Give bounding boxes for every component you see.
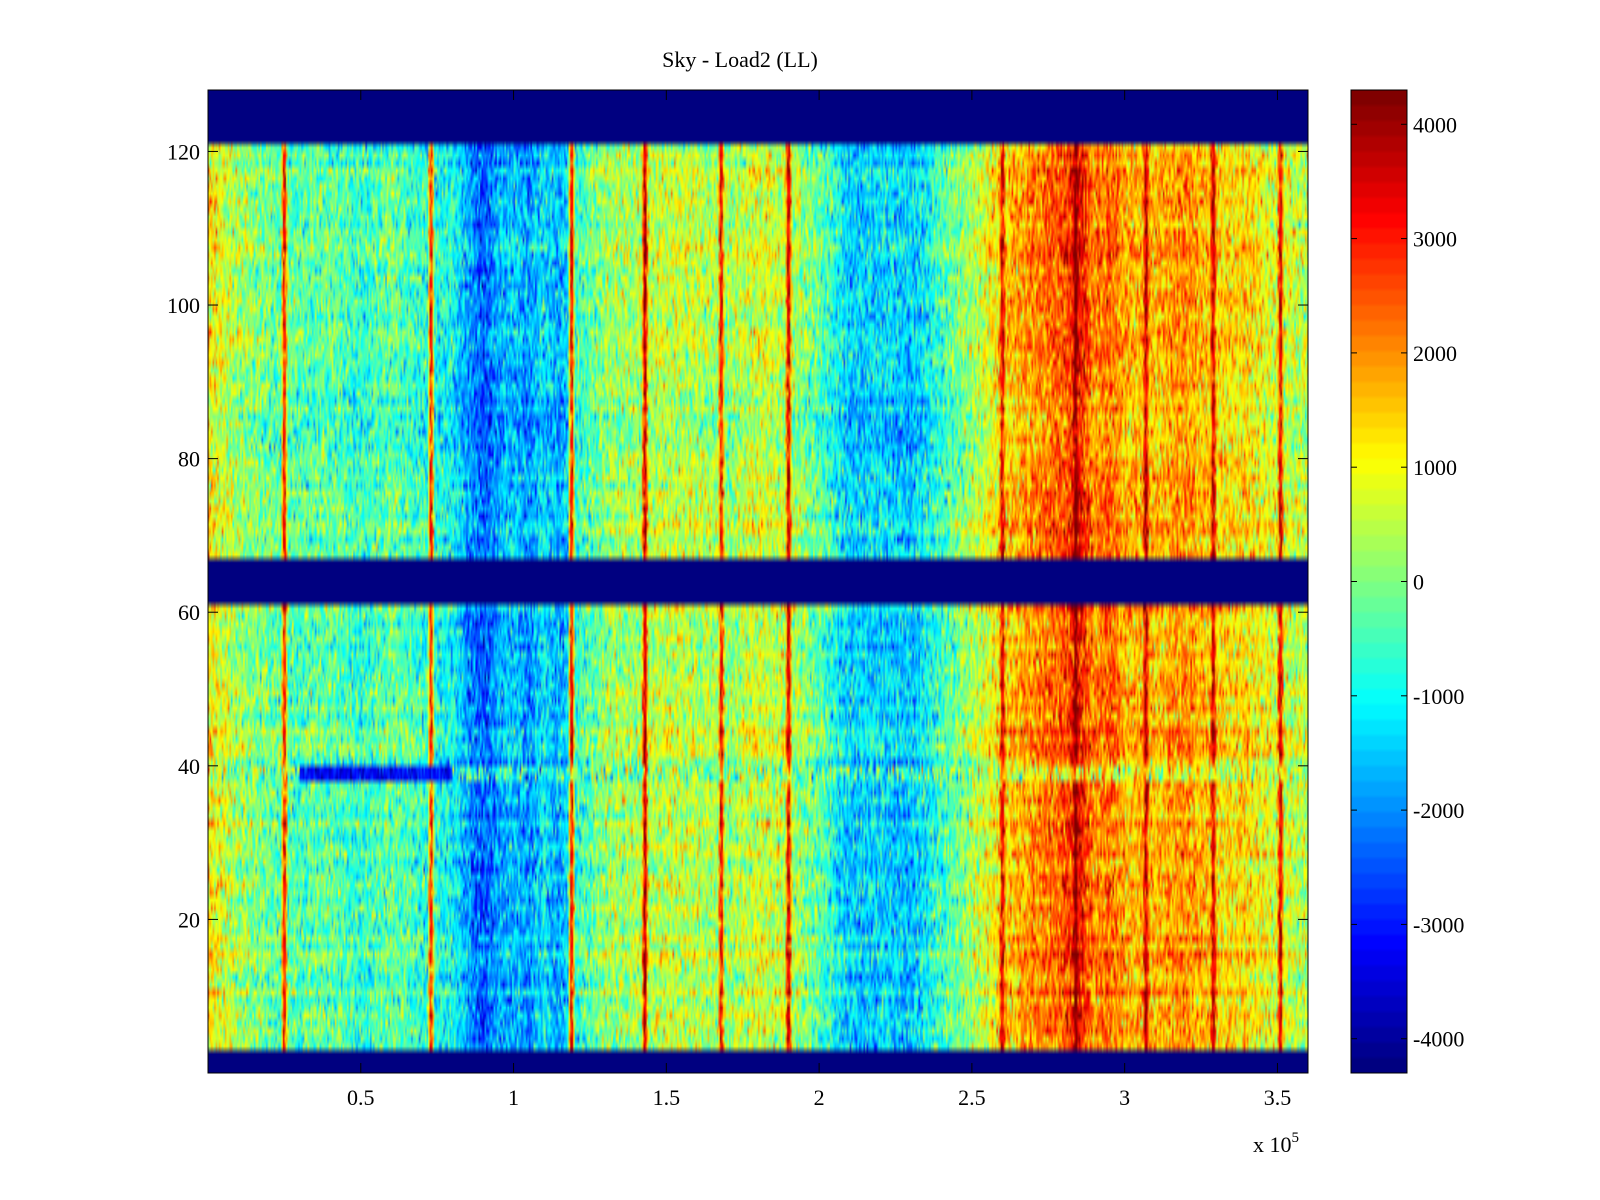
colorbar-tick-label: -2000 [1413, 798, 1464, 823]
colorbar-tick-label: 1000 [1413, 455, 1457, 480]
colorbar-tick-label: -4000 [1413, 1027, 1464, 1052]
colorbar-tick-label: 0 [1413, 570, 1424, 595]
y-axis-ticks: 20 40 60 80 100 120 [167, 139, 1308, 932]
x-axis-multiplier-power: 5 [1292, 1130, 1300, 1146]
x-tick-label: 3.5 [1264, 1085, 1292, 1110]
x-axis-multiplier: x 105 [1253, 1130, 1299, 1157]
x-axis-multiplier-base: x 10 [1253, 1132, 1292, 1157]
colorbar-tick-label: -1000 [1413, 684, 1464, 709]
y-tick-label: 120 [167, 139, 200, 164]
y-tick-label: 40 [178, 754, 200, 779]
x-tick-label: 2.5 [958, 1085, 986, 1110]
plot-frame [207, 89, 1309, 1074]
colorbar-tick-label: -3000 [1413, 912, 1464, 937]
y-tick-label: 60 [178, 600, 200, 625]
chart-title: Sky - Load2 (LL) [662, 47, 818, 72]
x-tick-label: 1.5 [653, 1085, 681, 1110]
y-tick-label: 100 [167, 293, 200, 318]
colorbar-tick-label: 3000 [1413, 227, 1457, 252]
colorbar: 4000 3000 2000 1000 0 -1000 -2000 -3000 -4000 [1350, 89, 1464, 1074]
x-tick-label: 1 [508, 1085, 519, 1110]
x-tick-label: 0.5 [347, 1085, 375, 1110]
heatmap-image [208, 90, 1308, 1073]
colorbar-tick-label: 2000 [1413, 341, 1457, 366]
y-tick-label: 80 [178, 447, 200, 472]
x-tick-label: 2 [814, 1085, 825, 1110]
y-tick-label: 20 [178, 907, 200, 932]
colorbar-tick-label: 4000 [1413, 112, 1457, 137]
x-axis-ticks: 0.5 1 1.5 2 2.5 3 3.5 [347, 90, 1291, 1110]
colorbar-ticks: 4000 3000 2000 1000 0 -1000 -2000 -3000 -4000 [1351, 112, 1464, 1052]
plot-area: 0.5 1 1.5 2 2.5 3 3.5 20 40 60 80 100 120 [167, 89, 1309, 1110]
x-tick-label: 3 [1119, 1085, 1130, 1110]
colorbar-gradient [1351, 90, 1407, 1073]
